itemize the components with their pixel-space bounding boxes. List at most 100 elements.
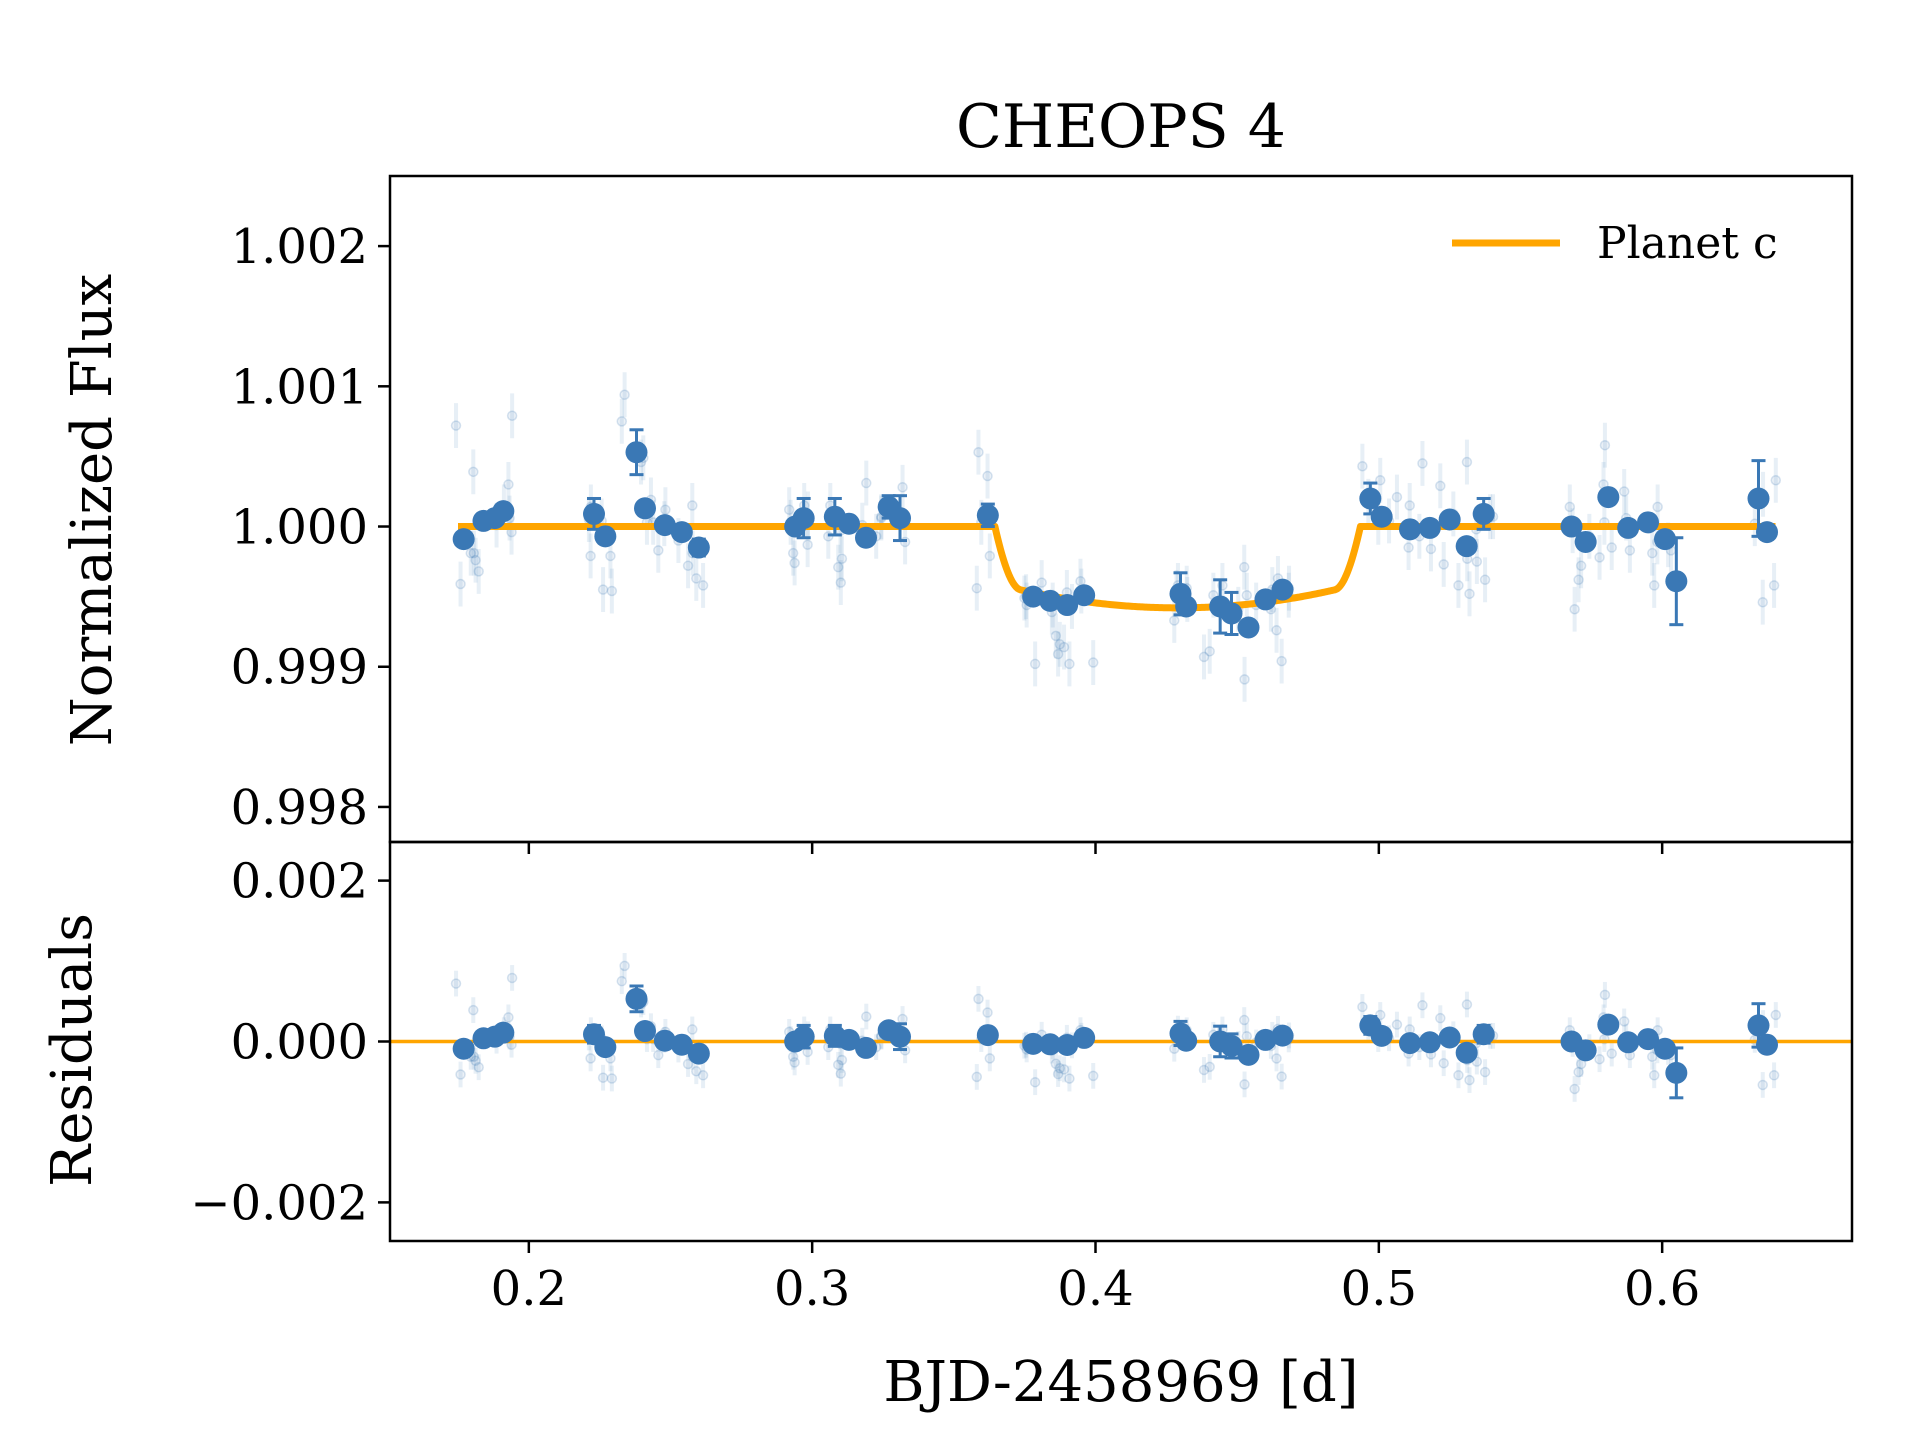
binned-point	[625, 441, 648, 464]
raw-point	[691, 573, 702, 584]
raw-point	[1435, 480, 1446, 492]
raw-residual-point	[619, 960, 630, 972]
binned-point	[1271, 578, 1294, 601]
raw-point	[1239, 674, 1250, 685]
binned-residual-point	[1637, 1028, 1659, 1051]
raw-residual-point	[1391, 1019, 1403, 1030]
binned-residual-point	[1056, 1034, 1079, 1057]
binned-residual-point	[653, 1029, 676, 1052]
flux-panel	[450, 372, 1782, 702]
binned-residual-point	[838, 1028, 860, 1051]
raw-point	[468, 547, 480, 559]
flux-y-tick-label: 1.000	[231, 500, 368, 556]
raw-point	[470, 554, 481, 566]
flux-y-tick-label: 1.002	[231, 219, 368, 275]
binned-point	[1399, 518, 1421, 541]
binned-point	[1220, 602, 1243, 625]
binned-point	[1756, 521, 1778, 544]
raw-residual-point	[1435, 1012, 1446, 1024]
raw-residual-point	[687, 1024, 698, 1035]
raw-residual-point	[1058, 1064, 1070, 1075]
raw-point	[1169, 615, 1180, 626]
raw-point	[1599, 439, 1611, 451]
binned-residual-point	[1271, 1024, 1294, 1047]
raw-residual-point	[861, 1011, 872, 1022]
binned-residual-point	[1237, 1043, 1260, 1066]
raw-residual-point	[1054, 1062, 1066, 1074]
binned-residual-point	[1073, 1026, 1096, 1049]
binned-point	[492, 500, 515, 523]
raw-point	[787, 547, 799, 559]
axis-ticks: 0.2 0.3 0.4 0.5 0.6 0.998 0.999 1.000 1.001 1.002…	[190, 219, 1700, 1317]
x-tick-label: 0.6	[1624, 1261, 1700, 1317]
raw-residual-point	[585, 1053, 596, 1064]
raw-point	[1417, 458, 1428, 469]
raw-point	[835, 577, 847, 588]
binned-point	[1359, 487, 1382, 510]
raw-residual-point	[984, 1053, 996, 1064]
raw-residual-point	[1479, 1066, 1491, 1078]
raw-point	[473, 566, 484, 577]
raw-residual-point	[1271, 1053, 1282, 1064]
binned-point	[1455, 535, 1478, 558]
binned-residual-point	[1039, 1033, 1062, 1056]
raw-residual-point	[1375, 1009, 1386, 1021]
binned-residual-point	[492, 1021, 515, 1044]
raw-point	[832, 561, 844, 573]
binned-point	[687, 536, 710, 559]
raw-point	[687, 500, 698, 511]
raw-residual-point	[653, 1049, 664, 1061]
binned-residual-point	[1399, 1032, 1421, 1055]
raw-point	[1239, 561, 1250, 573]
binned-point	[1039, 589, 1062, 612]
binned-residual-point	[1418, 1031, 1441, 1054]
raw-residual-point	[973, 993, 984, 1005]
x-tick-label: 0.3	[774, 1261, 850, 1317]
raw-point	[503, 479, 514, 490]
raw-point	[1564, 501, 1576, 513]
raw-residual-point	[450, 978, 462, 989]
binned-point	[653, 514, 676, 537]
raw-point	[783, 504, 795, 515]
binned-residual-point	[1455, 1041, 1478, 1064]
raw-residual-point	[1648, 1070, 1660, 1081]
binned-point	[1370, 505, 1393, 528]
chart-title: CHEOPS 4	[956, 92, 1286, 162]
raw-point	[861, 477, 872, 489]
raw-point	[1064, 658, 1075, 670]
binned-residual-point	[1756, 1033, 1778, 1056]
raw-residual-point	[1087, 1070, 1099, 1082]
raw-point	[1461, 456, 1473, 468]
x-axis-title: BJD-2458969 [d]	[883, 1350, 1358, 1415]
raw-residual-point	[606, 1073, 618, 1084]
raw-point	[1403, 542, 1414, 553]
raw-point	[1050, 630, 1062, 642]
raw-point	[1573, 574, 1584, 586]
raw-point	[802, 539, 813, 551]
raw-point	[1594, 552, 1605, 563]
raw-residual-point	[1770, 1009, 1782, 1021]
raw-residual-point	[1647, 1051, 1658, 1063]
raw-residual-point	[1599, 989, 1611, 1001]
raw-residual-point	[1239, 1079, 1250, 1090]
raw-residual-point	[1768, 1070, 1780, 1081]
raw-point	[971, 582, 983, 594]
raw-point	[465, 547, 476, 559]
raw-point	[455, 578, 466, 590]
raw-residual-point	[897, 1013, 908, 1025]
raw-point	[450, 420, 462, 431]
binned-point	[792, 507, 815, 530]
x-tick-label: 0.5	[1341, 1261, 1417, 1317]
binned-point	[1472, 502, 1495, 525]
raw-point	[1569, 604, 1580, 615]
raw-point	[468, 466, 479, 478]
raw-residual-point	[468, 1004, 479, 1016]
raw-point	[653, 545, 664, 556]
raw-point	[606, 585, 618, 597]
binned-point	[1418, 516, 1441, 539]
binned-residual-point	[1574, 1039, 1597, 1062]
raw-residual-point	[697, 1070, 709, 1081]
raw-residual-point	[506, 972, 518, 984]
